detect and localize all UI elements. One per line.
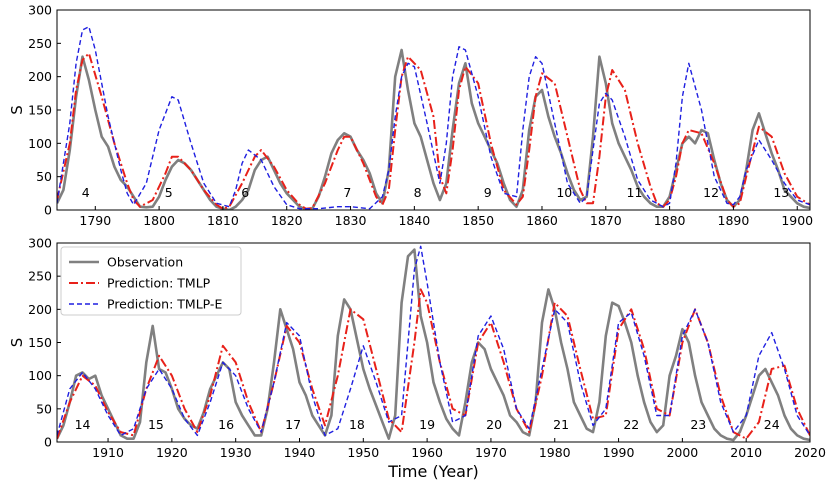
cycle-label: 12 — [703, 185, 719, 200]
x-tick-label: 1860 — [526, 213, 558, 228]
cycle-label: 10 — [556, 185, 572, 200]
y-axis-label: S — [8, 338, 26, 348]
cycle-label: 23 — [690, 417, 706, 432]
x-tick-label: 1850 — [462, 213, 494, 228]
series-line-prediction-tmlp — [57, 288, 810, 440]
y-tick-label: 50 — [36, 401, 52, 416]
x-tick-label: 1800 — [143, 213, 175, 228]
legend-box — [60, 246, 242, 316]
y-tick-label: 50 — [36, 169, 52, 184]
x-tick-label: 2000 — [666, 445, 698, 460]
x-tick-label: 1890 — [718, 213, 750, 228]
cycle-label: 18 — [349, 417, 365, 432]
y-tick-label: 100 — [28, 136, 52, 151]
x-tick-label: 1820 — [271, 213, 303, 228]
cycle-label: 13 — [773, 185, 789, 200]
x-axis-label: Time (Year) — [387, 462, 479, 481]
cycle-label: 4 — [82, 185, 90, 200]
y-tick-label: 200 — [28, 69, 52, 84]
legend-entry-label: Observation — [107, 255, 183, 270]
series-group — [57, 245, 810, 442]
x-tick-label: 1790 — [79, 213, 111, 228]
x-tick-label: 1910 — [92, 445, 124, 460]
x-tick-label: 1870 — [590, 213, 622, 228]
cycle-label: 16 — [218, 417, 234, 432]
y-tick-label: 300 — [28, 236, 52, 251]
cycle-label: 22 — [623, 417, 639, 432]
cycle-label: 6 — [241, 185, 249, 200]
x-tick-label: 1830 — [335, 213, 367, 228]
y-tick-label: 150 — [28, 103, 52, 118]
cycle-label: 21 — [553, 417, 569, 432]
cycle-label: 11 — [627, 185, 643, 200]
cycle-label: 15 — [148, 417, 164, 432]
x-tick-label: 1980 — [539, 445, 571, 460]
y-tick-label: 0 — [44, 203, 52, 218]
x-tick-label: 1880 — [654, 213, 686, 228]
y-tick-label: 300 — [28, 3, 52, 18]
cycle-label: 5 — [165, 185, 173, 200]
cycle-label: 14 — [75, 417, 91, 432]
x-tick-label: 1930 — [220, 445, 252, 460]
series-line-prediction-tmlp-e — [57, 26, 810, 210]
x-tick-label: 1920 — [156, 445, 188, 460]
x-tick-label: 2020 — [794, 445, 826, 460]
legend-entry-label: Prediction: TMLP — [107, 276, 211, 291]
y-tick-label: 0 — [44, 435, 52, 450]
y-tick-label: 250 — [28, 36, 52, 51]
x-tick-label: 1950 — [347, 445, 379, 460]
x-tick-label: 1840 — [398, 213, 430, 228]
cycle-label: 20 — [486, 417, 502, 432]
panel-bottom: 1910 1920 1930 1940 1950 1960 1970 1980 1990 2000… — [8, 236, 826, 482]
cycle-label: 19 — [419, 417, 435, 432]
x-tick-label: 1970 — [475, 445, 507, 460]
x-tick-label: 1810 — [207, 213, 239, 228]
y-axis-label: S — [8, 105, 26, 115]
cycle-label: 17 — [285, 417, 301, 432]
cycle-label: 24 — [764, 417, 780, 432]
y-tick-label: 200 — [28, 302, 52, 317]
legend-entry-label: Prediction: TMLP-E — [107, 297, 222, 312]
y-tick-label: 150 — [28, 335, 52, 350]
y-tick-label: 100 — [28, 368, 52, 383]
cycle-label: 9 — [484, 185, 492, 200]
x-tick-label: 1990 — [603, 445, 635, 460]
series-group — [57, 26, 810, 210]
x-tick-label: 1960 — [411, 445, 443, 460]
y-tick-label: 250 — [28, 269, 52, 284]
cycle-label: 8 — [414, 185, 422, 200]
x-tick-label: 1940 — [284, 445, 316, 460]
series-line-prediction-tmlp — [57, 52, 810, 210]
legend: Observation Prediction: TMLP Prediction: T… — [60, 246, 242, 316]
panel-top: 1790 1800 1810 1820 1830 1840 1850 1860 1870 1880… — [8, 3, 813, 229]
x-tick-label: 1900 — [781, 213, 813, 228]
x-tick-label: 2010 — [730, 445, 762, 460]
cycle-label: 7 — [343, 185, 351, 200]
